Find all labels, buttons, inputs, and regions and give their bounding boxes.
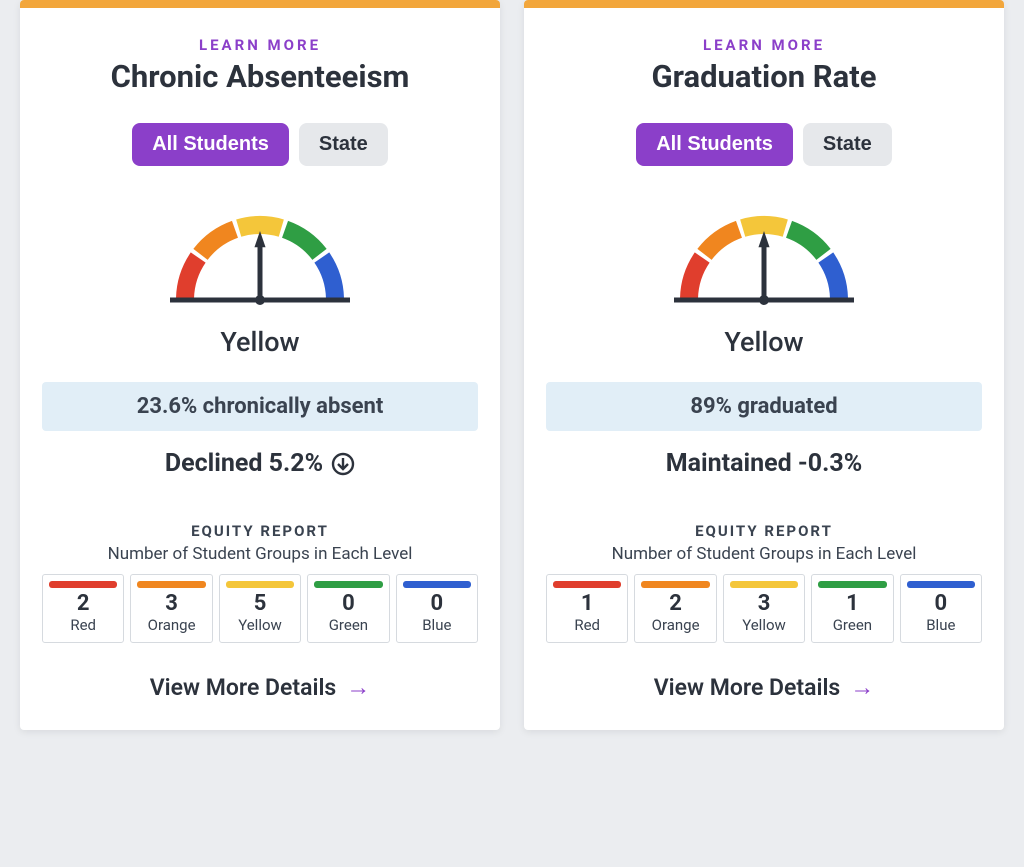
change-line: Declined 5.2% (20, 449, 500, 478)
gauge-svg (155, 190, 365, 316)
view-more-label: View More Details (150, 674, 337, 701)
equity-level-label: Orange (131, 616, 211, 634)
gauge (20, 190, 500, 316)
equity-row: 1Red2Orange3Yellow1Green0Blue (546, 574, 982, 643)
equity-cell-green[interactable]: 0Green (307, 574, 389, 643)
equity-cell-orange[interactable]: 3Orange (130, 574, 212, 643)
equity-count: 2 (43, 592, 123, 616)
gauge-level-label: Yellow (20, 326, 500, 358)
down-circle-icon (331, 452, 355, 476)
equity-row: 2Red3Orange5Yellow0Green0Blue (42, 574, 478, 643)
tab-state[interactable]: State (803, 123, 892, 166)
stat-band: 23.6% chronically absent (42, 382, 478, 431)
change-line: Maintained -0.3% (524, 449, 1004, 478)
tab-all-students[interactable]: All Students (636, 123, 793, 166)
gauge (524, 190, 1004, 316)
equity-cell-yellow[interactable]: 3Yellow (723, 574, 805, 643)
equity-subheading: Number of Student Groups in Each Level (524, 544, 1004, 564)
equity-level-label: Yellow (724, 616, 804, 634)
equity-count: 1 (547, 592, 627, 616)
arrow-right-icon: → (850, 673, 874, 702)
view-more-link[interactable]: View More Details → (524, 673, 1004, 702)
equity-level-label: Yellow (220, 616, 300, 634)
equity-cell-blue[interactable]: 0Blue (396, 574, 478, 643)
card-title: Chronic Absenteeism (20, 58, 500, 95)
equity-count: 1 (812, 592, 892, 616)
equity-cell-red[interactable]: 2Red (42, 574, 124, 643)
equity-count: 3 (724, 592, 804, 616)
equity-count: 5 (220, 592, 300, 616)
equity-heading: EQUITY REPORT (524, 522, 1004, 540)
equity-count: 0 (308, 592, 388, 616)
equity-cell-blue[interactable]: 0Blue (900, 574, 982, 643)
learn-more-link[interactable]: LEARN MORE (524, 36, 1004, 54)
gauge-svg (659, 190, 869, 316)
change-text: Declined 5.2% (165, 449, 323, 478)
gauge-level-label: Yellow (524, 326, 1004, 358)
tab-row: All Students State (20, 123, 500, 166)
equity-level-label: Red (43, 616, 123, 634)
tab-all-students[interactable]: All Students (132, 123, 289, 166)
learn-more-link[interactable]: LEARN MORE (20, 36, 500, 54)
equity-level-label: Green (308, 616, 388, 634)
equity-subheading: Number of Student Groups in Each Level (20, 544, 500, 564)
metric-card-chronic-absenteeism: LEARN MORE Chronic Absenteeism All Stude… (20, 0, 500, 730)
view-more-link[interactable]: View More Details → (20, 673, 500, 702)
equity-count: 2 (635, 592, 715, 616)
tab-row: All Students State (524, 123, 1004, 166)
equity-level-label: Orange (635, 616, 715, 634)
equity-level-label: Green (812, 616, 892, 634)
equity-count: 0 (901, 592, 981, 616)
equity-cell-orange[interactable]: 2Orange (634, 574, 716, 643)
equity-level-label: Blue (397, 616, 477, 634)
equity-count: 3 (131, 592, 211, 616)
equity-level-label: Blue (901, 616, 981, 634)
equity-count: 0 (397, 592, 477, 616)
card-title: Graduation Rate (524, 58, 1004, 95)
equity-cell-red[interactable]: 1Red (546, 574, 628, 643)
arrow-right-icon: → (346, 673, 370, 702)
change-text: Maintained -0.3% (666, 449, 862, 478)
view-more-label: View More Details (654, 674, 841, 701)
equity-level-label: Red (547, 616, 627, 634)
equity-heading: EQUITY REPORT (20, 522, 500, 540)
stat-band: 89% graduated (546, 382, 982, 431)
tab-state[interactable]: State (299, 123, 388, 166)
equity-cell-green[interactable]: 1Green (811, 574, 893, 643)
metric-card-graduation-rate: LEARN MORE Graduation Rate All Students … (524, 0, 1004, 730)
equity-cell-yellow[interactable]: 5Yellow (219, 574, 301, 643)
